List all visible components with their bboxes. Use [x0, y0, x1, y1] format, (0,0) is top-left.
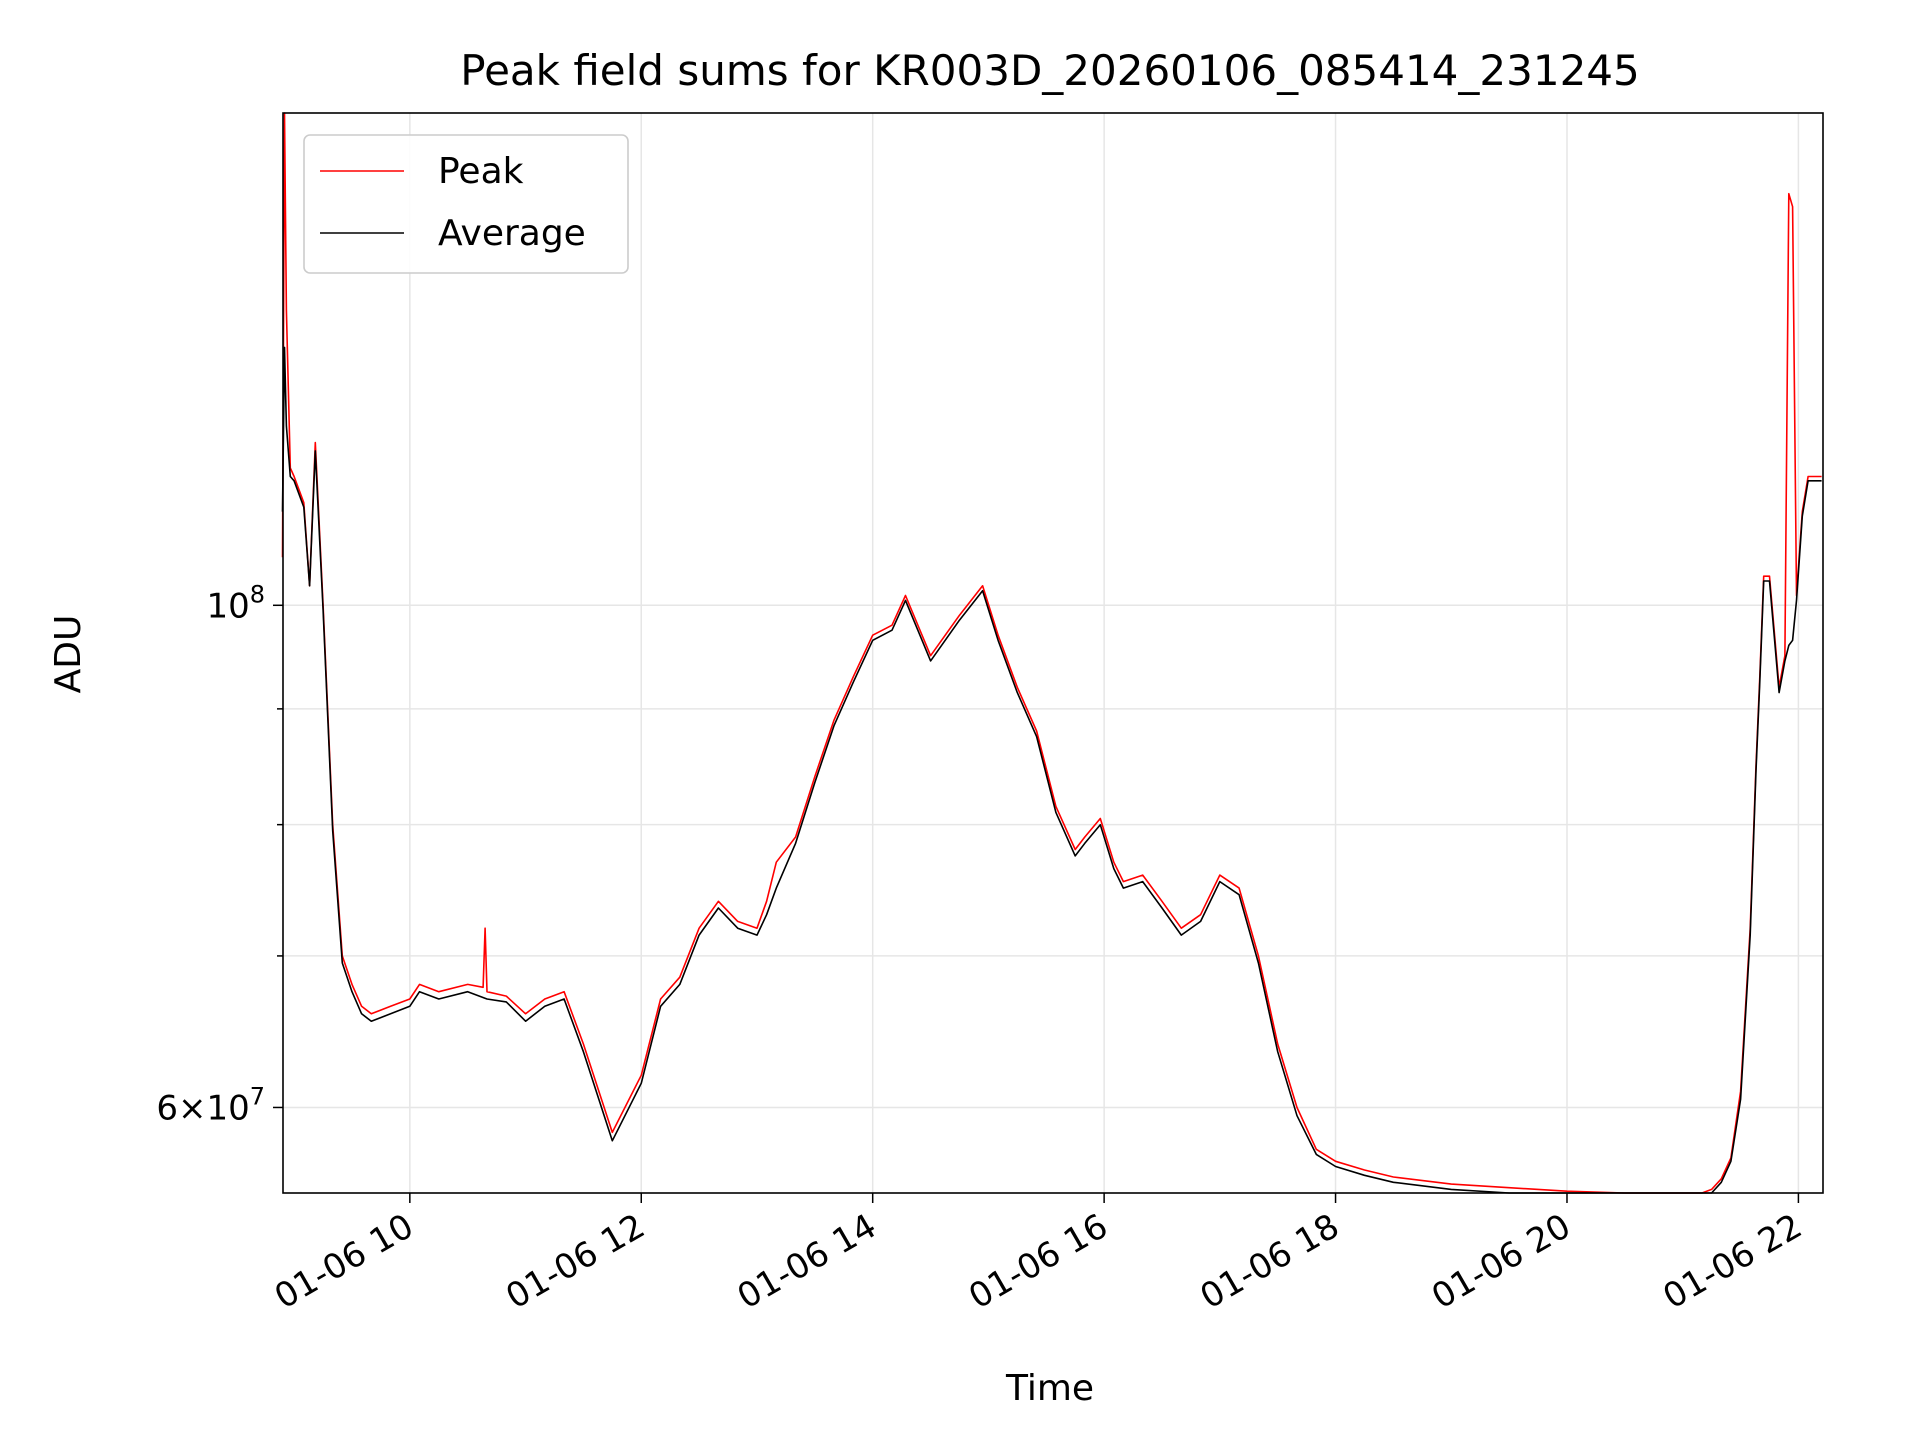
- legend: Peak Average: [303, 134, 629, 274]
- grid: [283, 113, 1823, 1193]
- series-line-average: [281, 346, 1822, 1194]
- y-axis-label: ADU: [48, 615, 89, 694]
- legend-box: [303, 134, 629, 274]
- y-tick-label: 108: [206, 580, 265, 626]
- plot-series: [281, 112, 1822, 1194]
- legend-label-average: Average: [438, 213, 586, 254]
- plot-area-frame: [282, 112, 1824, 1194]
- y-tick-label: 6×107: [156, 1082, 265, 1128]
- series-line-peak: [281, 112, 1822, 1194]
- x-axis-label: Time: [1005, 1368, 1094, 1409]
- chart-title: Peak field sums for KR003D_20260106_0854…: [460, 46, 1639, 95]
- legend-label-peak: Peak: [438, 151, 524, 192]
- y-axis-ticks: 6×107 108: [156, 580, 283, 1128]
